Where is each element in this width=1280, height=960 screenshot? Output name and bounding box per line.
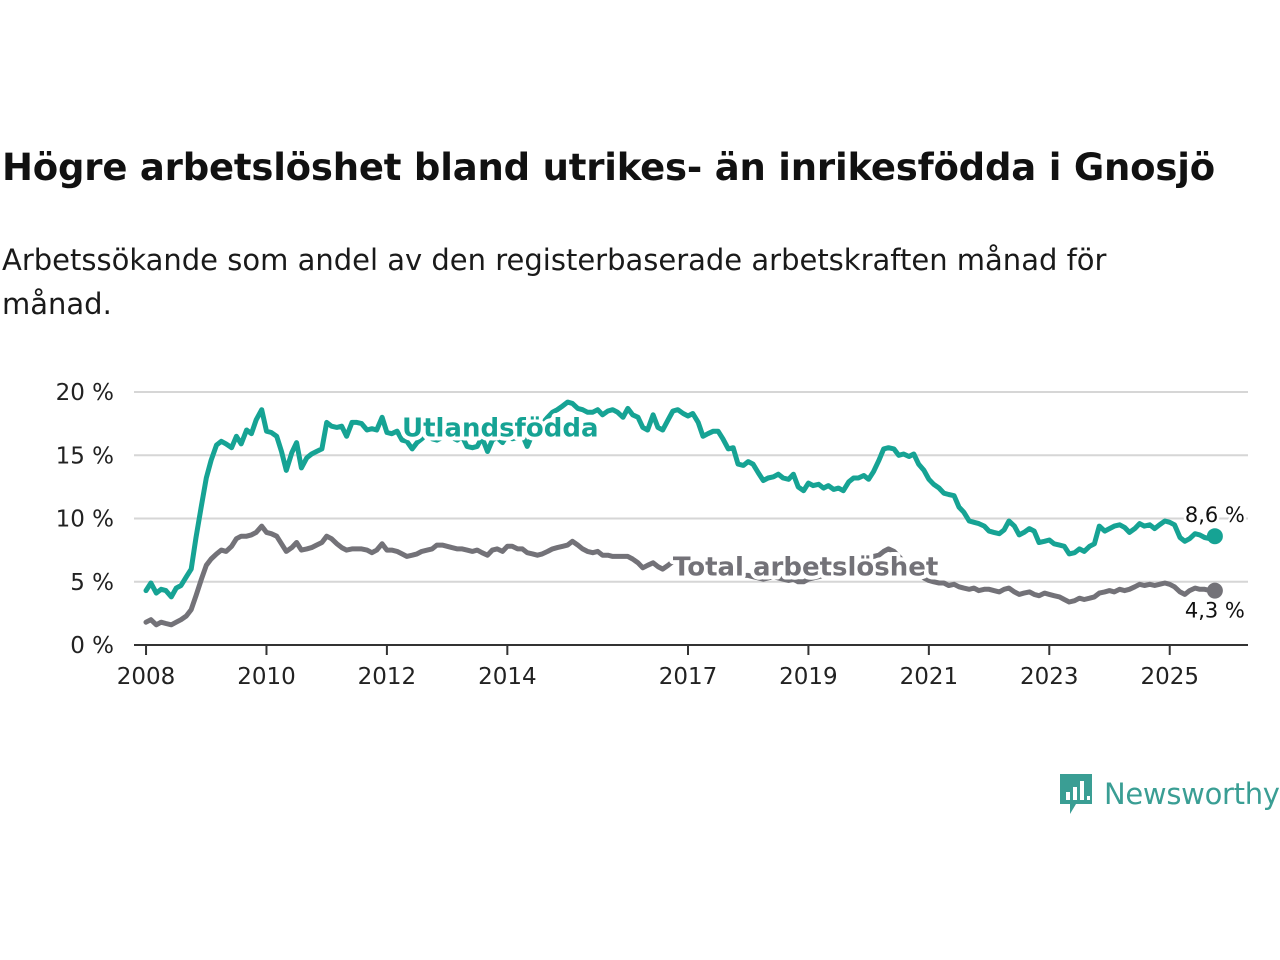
newsworthy-logo-text: Newsworthy	[1104, 777, 1280, 811]
x-tick-label: 2008	[117, 664, 176, 690]
newsworthy-logo: Newsworthy	[1058, 772, 1280, 816]
chart-subtitle: Arbetssökande som andel av den registerb…	[2, 243, 1107, 321]
y-axis-ticks: 0 % 5 % 10 % 15 % 20 %	[56, 380, 114, 659]
series-line-utlandsfodda	[143, 399, 1218, 600]
newsworthy-logo-icon	[1060, 774, 1092, 814]
end-marker-utlandsfodda	[1206, 528, 1223, 545]
x-tick-label: 2023	[1020, 664, 1079, 690]
y-tick-label: 15 %	[56, 443, 114, 469]
x-tick-label: 2019	[779, 664, 838, 690]
series-line-total	[143, 523, 1218, 628]
x-tick-label: 2010	[237, 664, 296, 690]
y-tick-label: 10 %	[56, 507, 114, 533]
x-tick-label: 2014	[478, 664, 537, 690]
x-axis: 2008 2010 2012 2014 2017 2019 2021 2023 2025	[117, 644, 1248, 690]
series-label-total: Total arbetslöshet	[673, 552, 938, 582]
line-chart: 0 %5 %10 %15 %20 % 2008 2010 2012 2014 2017 2…	[56, 380, 1248, 690]
y-tick-label: 5 %	[70, 570, 114, 596]
x-tick-label: 2021	[900, 664, 959, 690]
grid-lines	[134, 391, 1248, 583]
x-tick-label: 2012	[358, 664, 417, 690]
y-tick-label: 0 %	[70, 633, 114, 659]
series-lines	[143, 399, 1218, 628]
end-markers: 8,6 % 4,3 %	[1182, 501, 1247, 625]
series-labels: Utlandsfödda Total arbetslöshet	[398, 409, 942, 586]
x-tick-label: 2017	[659, 664, 718, 690]
series-label-utlandsfodda: Utlandsfödda	[402, 413, 599, 443]
y-tick-label: 20 %	[56, 380, 114, 406]
end-value-label-utlandsfodda: 8,6 %	[1185, 503, 1245, 527]
end-marker-total	[1206, 582, 1223, 599]
chart-title: Högre arbetslöshet bland utrikes- än inr…	[2, 146, 1215, 189]
x-tick-label: 2025	[1140, 664, 1199, 690]
end-value-label-total: 4,3 %	[1185, 599, 1245, 623]
